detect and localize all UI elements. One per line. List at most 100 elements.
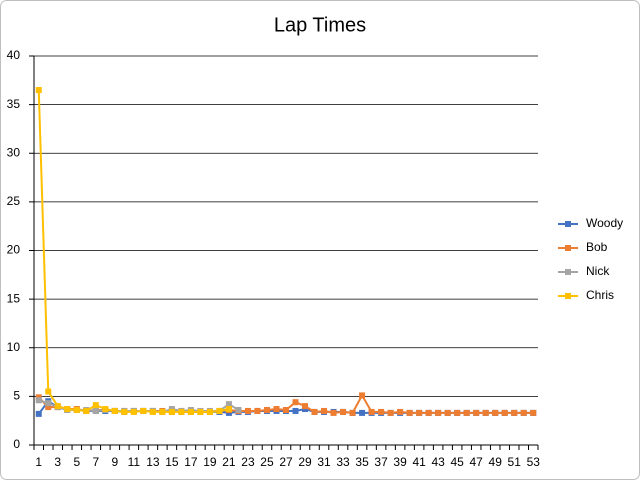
- data-marker: [187, 408, 194, 415]
- data-marker: [406, 409, 413, 416]
- x-tick-label: 45: [450, 455, 464, 469]
- legend-label: Woody: [586, 216, 623, 230]
- data-marker: [244, 407, 251, 414]
- data-marker: [501, 409, 508, 416]
- data-marker: [416, 409, 423, 416]
- data-marker: [45, 404, 52, 411]
- data-marker: [302, 403, 309, 410]
- data-marker: [216, 407, 223, 414]
- chart-title: Lap Times: [274, 14, 366, 36]
- x-tick-label: 23: [241, 455, 255, 469]
- data-marker: [159, 408, 166, 415]
- data-marker: [425, 409, 432, 416]
- data-marker: [263, 406, 270, 413]
- x-tick-label: 21: [222, 455, 236, 469]
- x-tick-label: 5: [73, 455, 80, 469]
- legend-label: Bob: [586, 240, 608, 254]
- x-tick-label: 51: [508, 455, 522, 469]
- data-marker: [435, 409, 442, 416]
- legend-marker: [565, 293, 571, 299]
- data-marker: [321, 407, 328, 414]
- x-tick-label: 13: [146, 455, 160, 469]
- y-tick-label: 25: [7, 194, 21, 208]
- data-marker: [111, 407, 118, 414]
- data-marker: [149, 408, 156, 415]
- data-marker: [102, 406, 109, 413]
- x-tick-label: 1: [35, 455, 42, 469]
- data-marker: [311, 408, 318, 415]
- data-marker: [492, 409, 499, 416]
- x-tick-label: 39: [393, 455, 407, 469]
- x-tick-label: 19: [203, 455, 217, 469]
- y-tick-label: 20: [7, 243, 21, 257]
- data-marker: [45, 400, 52, 407]
- x-tick-label: 37: [374, 455, 388, 469]
- x-tick-label: 17: [184, 455, 198, 469]
- y-tick-label: 40: [7, 48, 21, 62]
- data-marker: [454, 409, 461, 416]
- data-marker: [178, 408, 185, 415]
- x-tick-label: 25: [260, 455, 274, 469]
- data-marker: [45, 388, 52, 395]
- x-tick-label: 11: [128, 455, 141, 469]
- x-tick-label: 7: [92, 455, 99, 469]
- data-marker: [73, 406, 80, 413]
- legend-marker: [565, 269, 571, 275]
- data-marker: [273, 406, 280, 413]
- data-marker: [197, 408, 204, 415]
- data-marker: [397, 408, 404, 415]
- y-tick-label: 0: [13, 437, 20, 451]
- y-tick-label: 30: [7, 145, 21, 159]
- data-marker: [140, 407, 147, 414]
- data-marker: [473, 409, 480, 416]
- data-marker: [530, 409, 537, 416]
- y-tick-label: 5: [13, 389, 20, 403]
- data-marker: [482, 409, 489, 416]
- x-tick-label: 15: [165, 455, 179, 469]
- data-marker: [378, 408, 385, 415]
- data-marker: [168, 408, 175, 415]
- data-marker: [359, 409, 366, 416]
- data-marker: [121, 408, 128, 415]
- x-tick-label: 53: [527, 455, 541, 469]
- data-marker: [520, 409, 527, 416]
- data-marker: [35, 397, 42, 404]
- data-marker: [292, 407, 299, 414]
- y-tick-label: 15: [7, 291, 21, 305]
- x-tick-label: 27: [279, 455, 293, 469]
- x-tick-label: 41: [412, 455, 426, 469]
- data-marker: [35, 87, 42, 94]
- x-tick-label: 35: [355, 455, 369, 469]
- data-marker: [444, 409, 451, 416]
- x-tick-label: 9: [111, 455, 118, 469]
- data-marker: [368, 408, 375, 415]
- data-marker: [292, 399, 299, 406]
- legend-label: Nick: [586, 264, 610, 278]
- data-marker: [35, 410, 42, 417]
- data-marker: [206, 408, 213, 415]
- data-marker: [54, 403, 61, 410]
- x-tick-label: 31: [317, 455, 331, 469]
- legend-label: Chris: [586, 288, 614, 302]
- data-marker: [387, 409, 394, 416]
- y-tick-label: 10: [7, 340, 21, 354]
- x-tick-label: 3: [54, 455, 61, 469]
- data-marker: [64, 406, 71, 413]
- x-tick-label: 47: [470, 455, 484, 469]
- data-marker: [92, 402, 99, 409]
- legend-marker: [565, 245, 571, 251]
- x-tick-label: 33: [336, 455, 350, 469]
- legend-marker: [565, 221, 571, 227]
- data-marker: [83, 407, 90, 414]
- data-marker: [225, 401, 232, 408]
- data-marker: [235, 406, 242, 413]
- data-marker: [283, 406, 289, 413]
- data-marker: [463, 409, 470, 416]
- data-marker: [254, 407, 261, 414]
- data-marker: [92, 407, 99, 414]
- x-tick-label: 29: [298, 455, 312, 469]
- data-marker: [130, 408, 137, 415]
- data-marker: [340, 408, 347, 415]
